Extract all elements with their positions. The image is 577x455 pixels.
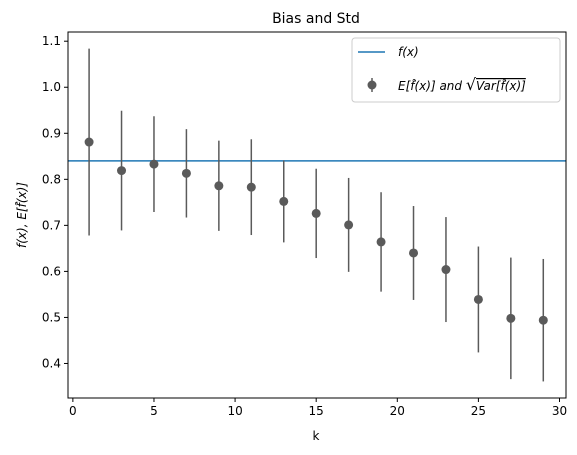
mean-estimate-point [473,294,483,304]
y-tick-label: 0.5 [42,310,61,324]
mean-estimate-point [311,208,321,218]
mean-estimate-point [409,248,419,258]
legend-label-prefix: E[f̂(x)] and [398,79,466,93]
x-tick-label: 30 [552,404,567,418]
chart-title: Bias and Std [272,11,360,27]
x-axis-label: k [313,429,320,443]
legend: f(x) E[f̂(x)] and √Var[f̂(x)] [351,37,561,103]
plot-frame [67,31,567,399]
y-tick-label: 0.7 [42,218,61,232]
data-layer [68,48,566,382]
legend-label-fx: f(x) [398,45,419,59]
y-tick-label: 0.6 [42,264,61,278]
mean-estimate-point [246,182,256,192]
y-tick-label: 0.8 [42,172,61,186]
mean-estimate-point [84,137,94,147]
x-tick-label: 10 [227,404,242,418]
mean-estimate-point [117,166,127,176]
y-tick-label: 1.1 [42,34,61,48]
y-tick-label: 1.0 [42,80,61,94]
mean-estimate-point [214,181,224,191]
y-tick-label: 0.9 [42,126,61,140]
mean-estimate-point [279,196,289,206]
legend-sqrt-sign: √ [466,75,477,94]
x-tick-label: 0 [69,404,77,418]
legend-box [351,37,561,103]
mean-estimate-point [344,220,354,230]
y-axis: 0.4 0.5 0.6 0.7 0.8 0.9 1.0 1.1 [42,34,68,370]
x-tick-label: 20 [390,404,405,418]
mean-estimate-point [538,315,548,325]
mean-estimate-point [149,159,159,169]
legend-label-errorbar: E[f̂(x)] and √Var[f̂(x)] [398,75,526,94]
x-tick-label: 15 [309,404,324,418]
y-tick-label: 0.4 [42,356,61,370]
x-axis: 0 5 10 15 20 25 30 [69,398,567,418]
mean-estimate-point [506,313,516,323]
mean-estimate-point [441,265,451,275]
x-tick-label: 25 [471,404,486,418]
legend-label-root: Var[f̂(x)] [476,79,526,93]
legend-marker-swatch [367,80,377,90]
mean-estimate-point [376,237,386,247]
y-axis-label: f(x), E[f̂(x)] [15,182,29,248]
mean-estimate-point [181,168,191,178]
x-tick-label: 5 [150,404,158,418]
